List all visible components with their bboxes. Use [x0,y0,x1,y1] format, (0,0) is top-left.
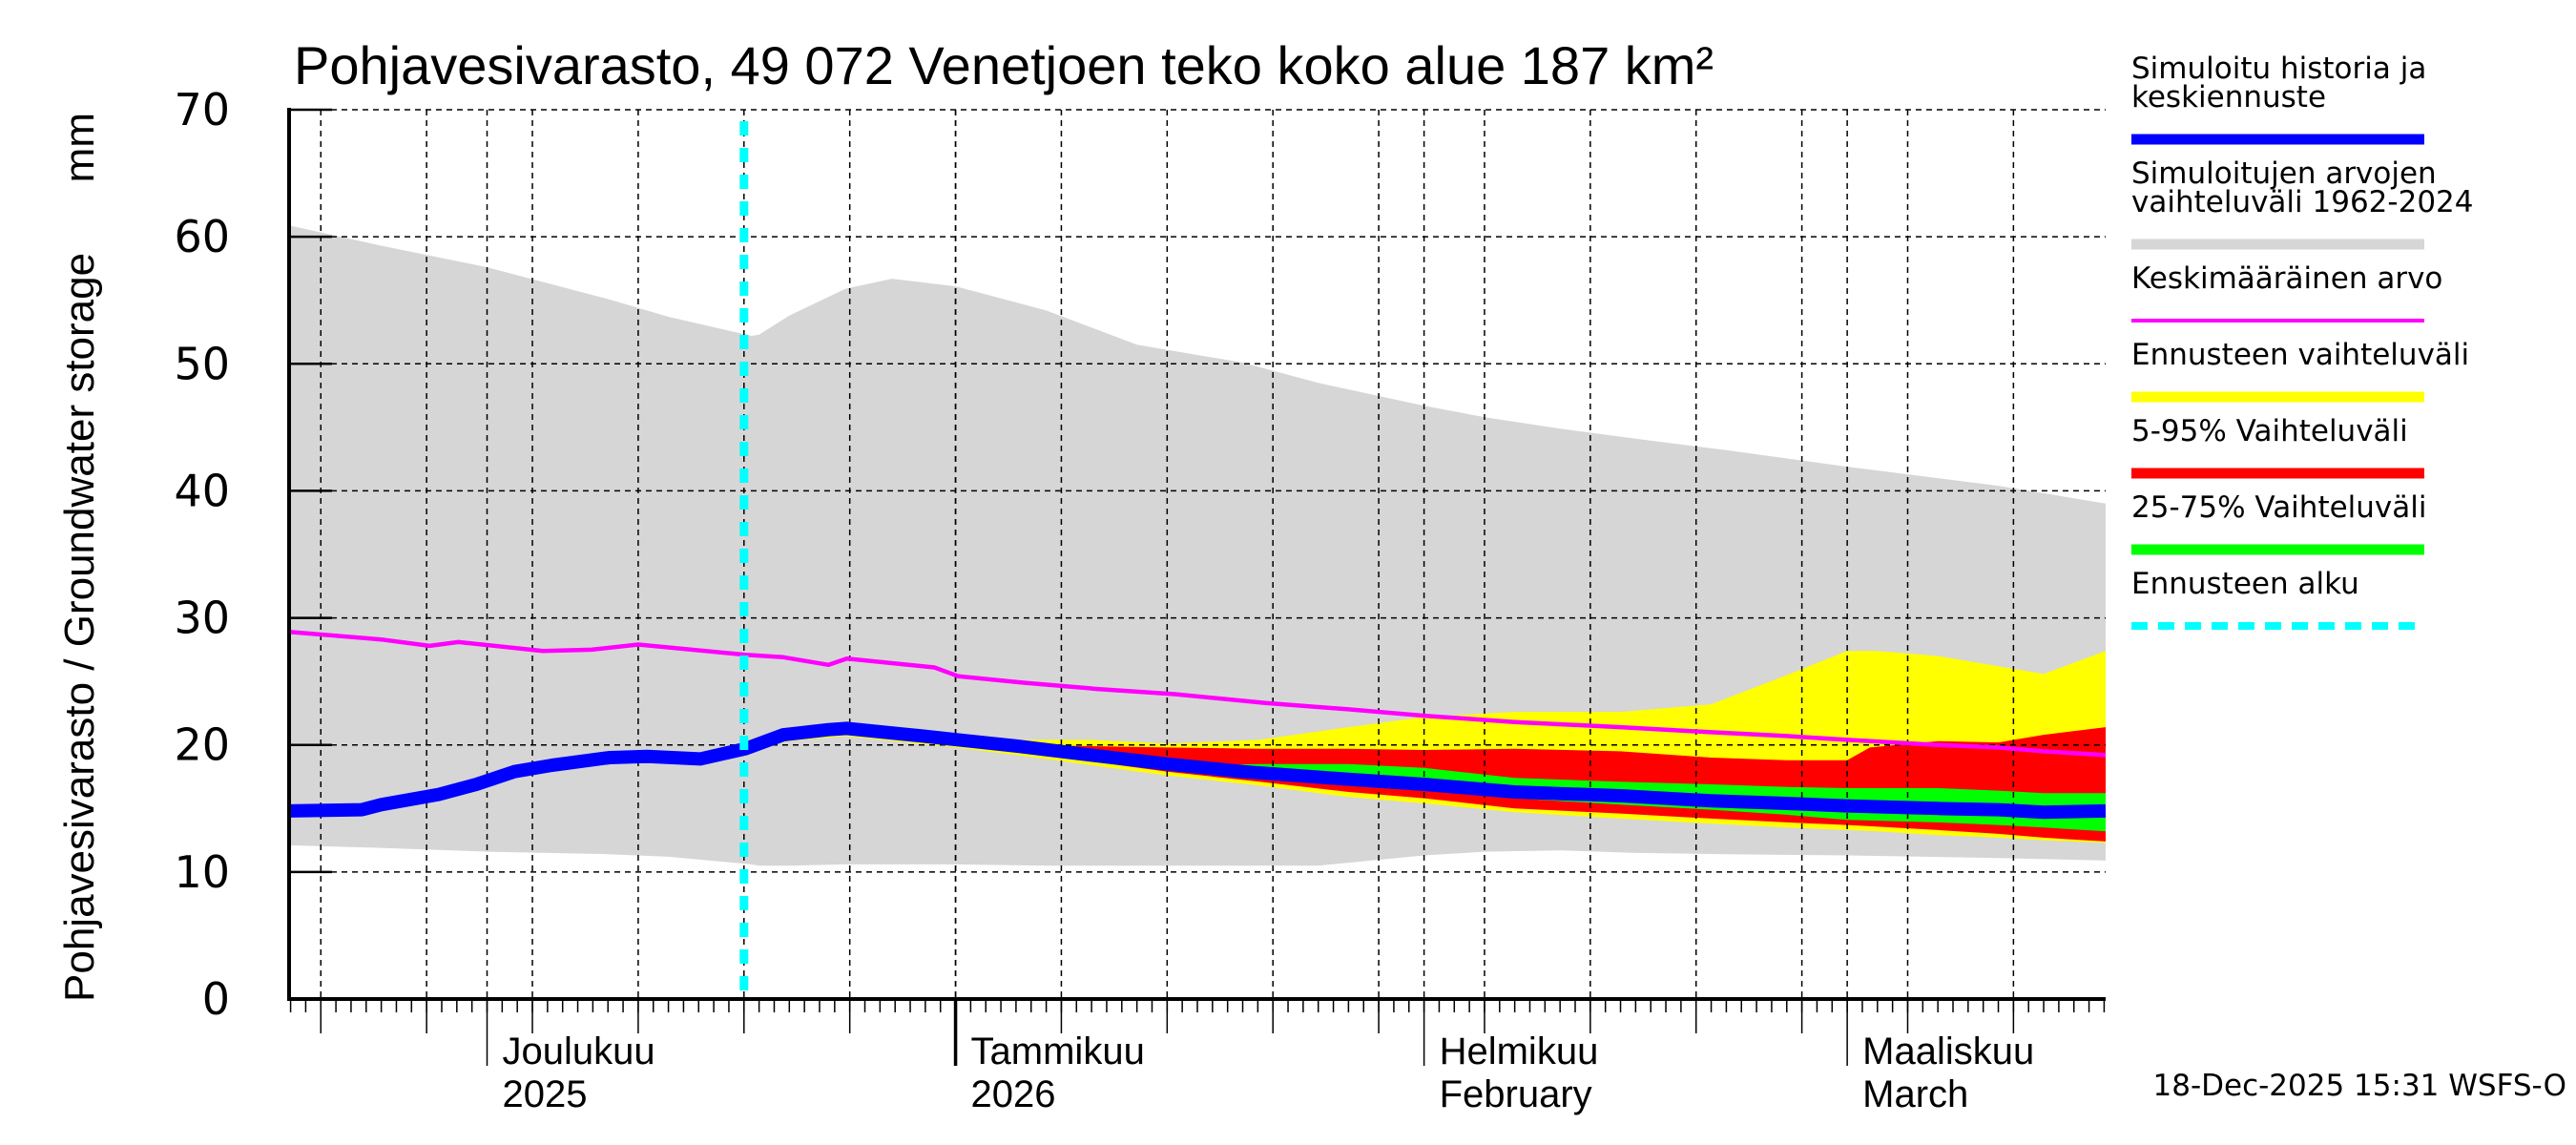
grid-layer [289,109,2106,999]
x-month-label: Maaliskuu [1862,1030,2034,1072]
legend-label: keskiennuste [2131,80,2326,114]
legend-label: 25-75% Vaihteluväli [2131,490,2427,525]
legend-label: Simuloitujen arvojen [2131,156,2437,191]
y-tick-label: 0 [202,973,230,1025]
x-month-sublabel: 2025 [503,1073,588,1115]
series-line-simulated [288,721,2107,820]
x-month-label: Joulukuu [503,1030,655,1072]
y-ticks: 0 10 20 30 40 50 60 70 [174,84,332,1025]
legend-label: Keskimääräinen arvo [2131,261,2442,296]
x-month-sublabel: 2026 [971,1073,1056,1115]
x-month-label: Tammikuu [971,1030,1145,1072]
timestamp-footer: 18-Dec-2025 15:31 WSFS-O [2153,1069,2567,1103]
x-month-label: Helmikuu [1440,1030,1599,1072]
y-tick-label: 40 [174,465,230,516]
band-history-range [289,225,2106,866]
legend-label: Simuloitu historia ja [2131,52,2426,86]
legend-label: Ennusteen vaihteluväli [2131,338,2469,372]
x-month-sublabel: February [1440,1073,1592,1115]
legend-label: Ennusteen alku [2131,567,2359,601]
y-tick-label: 30 [174,593,230,644]
x-month-sublabel: March [1862,1073,1968,1115]
y-tick-label: 10 [174,846,230,898]
legend-label: vaihteluväli 1962-2024 [2131,185,2473,219]
y-tick-label: 50 [174,338,230,389]
series-line-mean [288,629,2107,758]
y-axis-label: Pohjavesivarasto / Groundwater storage [56,253,103,1002]
chart-title: Pohjavesivarasto, 49 072 Venetjoen teko … [294,35,1714,95]
y-tick-label: 20 [174,719,230,771]
y-tick-label: 60 [174,211,230,262]
legend-label: 5-95% Vaihteluväli [2131,414,2408,448]
line-layer [288,629,2107,820]
y-tick-label: 70 [174,84,230,135]
y-axis-unit: mm [56,113,103,182]
